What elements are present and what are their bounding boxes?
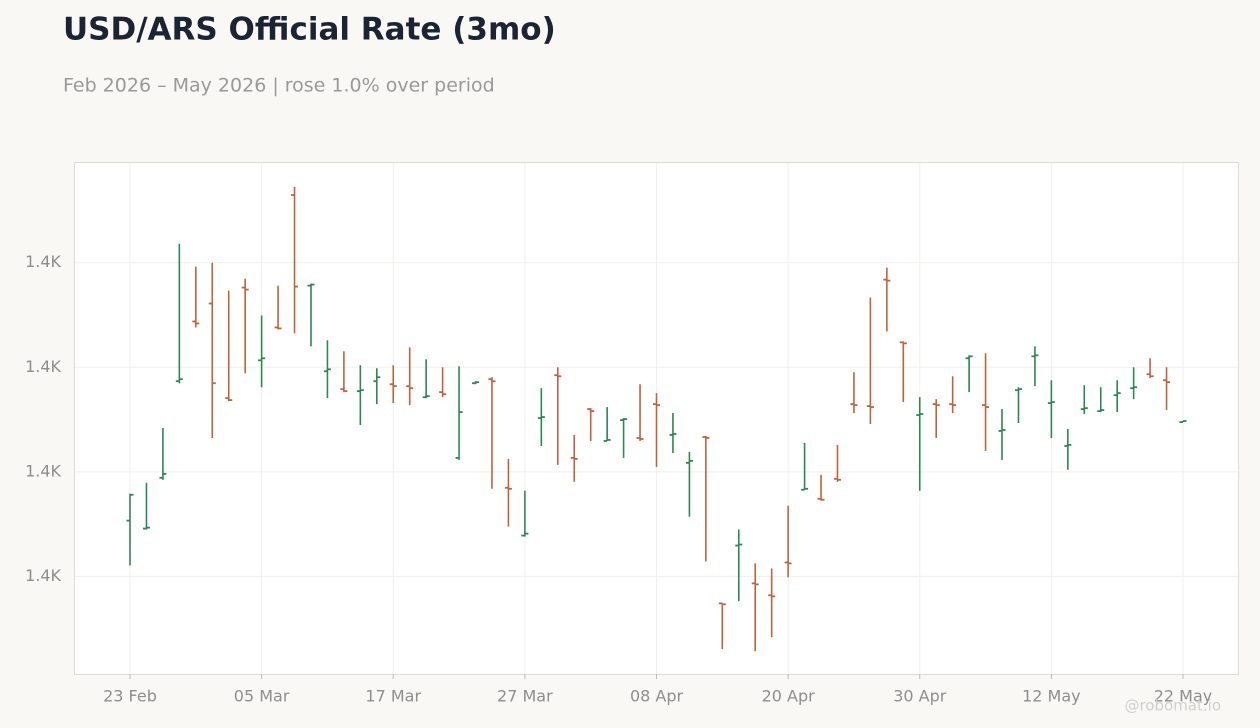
chart-title: USD/ARS Official Rate (3mo) <box>63 12 556 48</box>
x-tick-label: 23 Feb <box>103 687 157 706</box>
x-tick-label: 27 Mar <box>497 687 553 706</box>
x-tick-label: 08 Apr <box>630 687 684 706</box>
x-tick-label: 12 May <box>1022 687 1081 706</box>
x-tick-label: 30 Apr <box>893 687 947 706</box>
x-tick-label: 20 Apr <box>762 687 816 706</box>
y-tick-label: 1.4K <box>25 252 61 271</box>
y-tick-label: 1.4K <box>25 566 61 585</box>
x-tick-label: 22 May <box>1154 687 1213 706</box>
x-tick-label: 05 Mar <box>234 687 290 706</box>
x-tick-label: 17 Mar <box>365 687 421 706</box>
y-tick-label: 1.4K <box>25 461 61 480</box>
chart-subtitle: Feb 2026 – May 2026 | rose 1.0% over per… <box>63 75 495 97</box>
watermark: @robomat.io <box>1124 697 1221 715</box>
y-tick-label: 1.4K <box>25 357 61 376</box>
